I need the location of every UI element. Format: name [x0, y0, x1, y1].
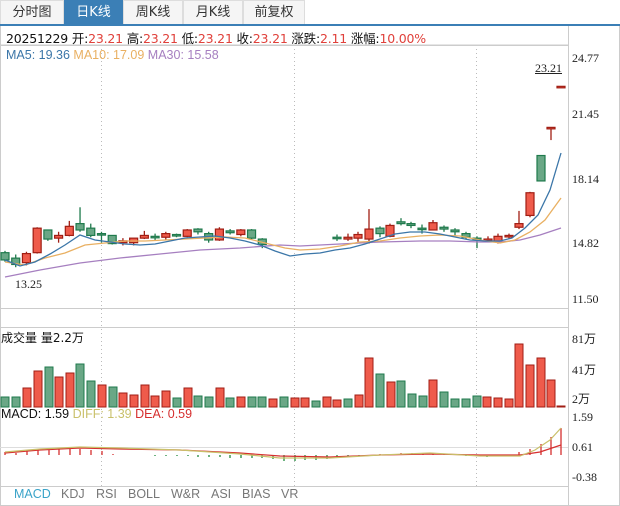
- volume-axis-tick: 2万: [572, 392, 591, 406]
- macd-axis-tick: 0.61: [572, 440, 593, 454]
- tab-boll[interactable]: BOLL: [128, 487, 160, 501]
- tab-monthly-k[interactable]: 月K线: [183, 0, 243, 24]
- dea-line: [4, 444, 562, 458]
- tab-asi[interactable]: ASI: [211, 487, 232, 501]
- ma5-line: [4, 152, 562, 267]
- tab-vr[interactable]: VR: [281, 487, 299, 501]
- ohlc-info: 20251229 开:23.21 高:23.21 低:23.21 收:23.21…: [6, 31, 426, 46]
- candlestick-series-recent: [332, 85, 566, 249]
- macd-legend: MACD: 1.59 DIFF: 1.39 DEA: 0.59: [1, 407, 192, 421]
- ma10-value: MA10: 17.09: [73, 48, 145, 62]
- indicator-tabs: MACD KDJ RSI BOLL W&R ASI BIAS VR: [0, 487, 568, 505]
- dea-value: DEA: 0.59: [135, 407, 193, 421]
- high-price-annotation: 23.21: [535, 61, 562, 75]
- price-axis-tick: 21.45: [572, 107, 599, 121]
- volume-axis-tick: 41万: [572, 363, 597, 377]
- candlestick-series: [0, 207, 267, 268]
- ma-legend: MA5: 19.36 MA10: 17.09 MA30: 15.58: [6, 48, 219, 62]
- ma30-line: [4, 227, 562, 278]
- price-axis-tick: 18.14: [572, 172, 599, 186]
- diff-line: [4, 427, 562, 459]
- tab-wr[interactable]: W&R: [171, 487, 201, 501]
- tab-forward-adjusted[interactable]: 前复权: [243, 0, 305, 24]
- volume-bars: [0, 343, 566, 408]
- period-tabs: 分时图 日K线 周K线 月K线 前复权: [0, 0, 620, 26]
- tab-intraday[interactable]: 分时图: [0, 0, 64, 24]
- close-value: 23.21: [252, 31, 288, 46]
- open-value: 23.21: [88, 31, 123, 46]
- ma5-value: MA5: 19.36: [6, 48, 70, 62]
- date: 20251229: [6, 31, 69, 46]
- tab-daily-k[interactable]: 日K线: [64, 0, 123, 24]
- macd-axis-tick: 1.59: [572, 410, 593, 424]
- price-axis-tick: 11.50: [572, 292, 599, 306]
- tab-rsi[interactable]: RSI: [96, 487, 117, 501]
- tab-bias[interactable]: BIAS: [242, 487, 271, 501]
- price-axis-tick: 14.82: [572, 236, 599, 250]
- low-price-annotation: 13.25: [15, 277, 42, 291]
- change-value: 2.11: [320, 31, 348, 46]
- macd-value: MACD: 1.59: [1, 407, 70, 421]
- low-value: 23.21: [197, 31, 233, 46]
- macd-axis-tick: -0.38: [572, 470, 597, 484]
- tab-macd[interactable]: MACD: [14, 487, 51, 501]
- ma30-value: MA30: 15.58: [147, 48, 219, 62]
- high-value: 23.21: [143, 31, 178, 46]
- tab-weekly-k[interactable]: 周K线: [123, 0, 183, 24]
- tab-kdj[interactable]: KDJ: [61, 487, 85, 501]
- volume-label: 成交量 量2.2万: [1, 331, 84, 345]
- volume-axis-tick: 81万: [572, 332, 597, 346]
- price-axis-tick: 24.77: [572, 51, 599, 65]
- diff-value: DIFF: 1.39: [72, 407, 132, 421]
- pct-value: 10.00%: [379, 31, 426, 46]
